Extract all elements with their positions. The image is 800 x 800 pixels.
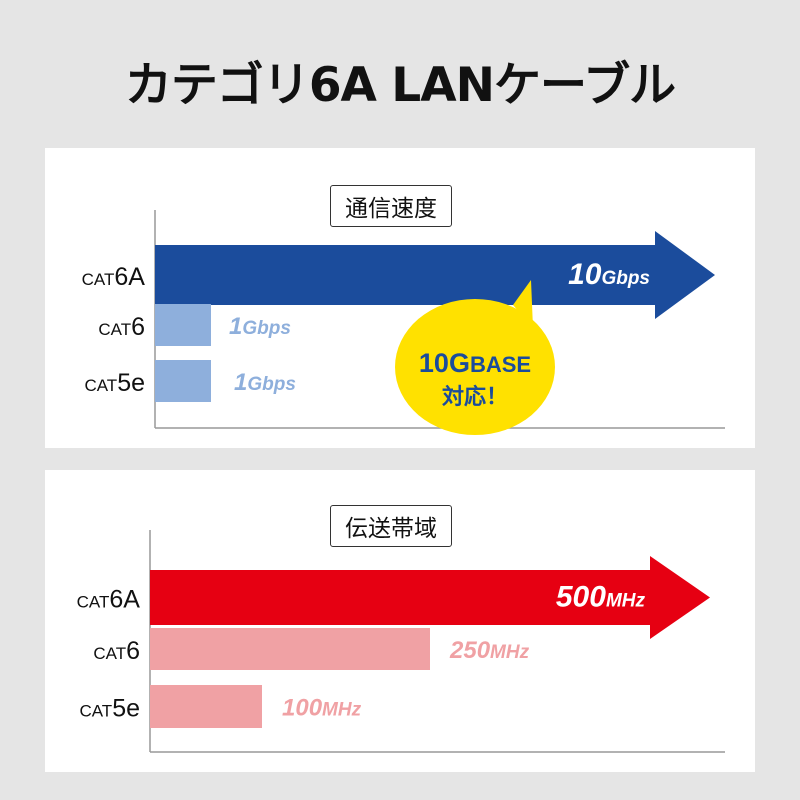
callout-text: 10GBASE	[419, 348, 531, 378]
category-label: CAT5e	[84, 369, 145, 397]
bandwidth-chart: CAT6A 500MHz CAT6 250MHz CAT5e 100MHz	[77, 530, 725, 753]
value-label: 500MHz	[556, 581, 646, 614]
bar-arrow-CAT6A	[155, 231, 715, 319]
value-label: 250MHz	[449, 637, 530, 664]
callout-bubble	[395, 299, 555, 435]
speed-chart-title: 通信速度	[330, 185, 452, 227]
speed-chart: CAT6A 10Gbps CAT6 1Gbps CAT5e 1Gbps 10GBASE 対応！	[82, 210, 725, 435]
value-label: 10Gbps	[568, 258, 650, 291]
bandwidth-chart-title: 伝送帯域	[330, 505, 452, 547]
bar-CAT5e	[155, 360, 211, 402]
value-label: 1Gbps	[234, 369, 296, 396]
callout-text-2: 対応！	[442, 384, 508, 410]
category-label: CAT5e	[79, 695, 140, 723]
category-label: CAT6A	[82, 263, 146, 291]
value-label: 1Gbps	[229, 313, 291, 340]
bar-CAT6	[155, 304, 211, 346]
category-label: CAT6	[98, 313, 145, 341]
page-title: カテゴリ6A LANケーブル	[124, 58, 676, 113]
bar-arrow-CAT6A	[150, 556, 710, 639]
callout-tail	[513, 280, 533, 328]
category-label: CAT6	[93, 637, 140, 665]
bar-CAT6	[150, 628, 430, 670]
speed-panel: 通信速度 CAT6A 10Gbps CAT6 1Gbps CAT5e 1Gbps 10GBA…	[45, 148, 755, 448]
value-label: 100MHz	[282, 695, 362, 722]
category-label: CAT6A	[77, 586, 141, 614]
bar-CAT5e	[150, 685, 262, 728]
bandwidth-panel: 伝送帯域 CAT6A 500MHz CAT6 250MHz CAT5e 100MHz	[45, 470, 755, 772]
